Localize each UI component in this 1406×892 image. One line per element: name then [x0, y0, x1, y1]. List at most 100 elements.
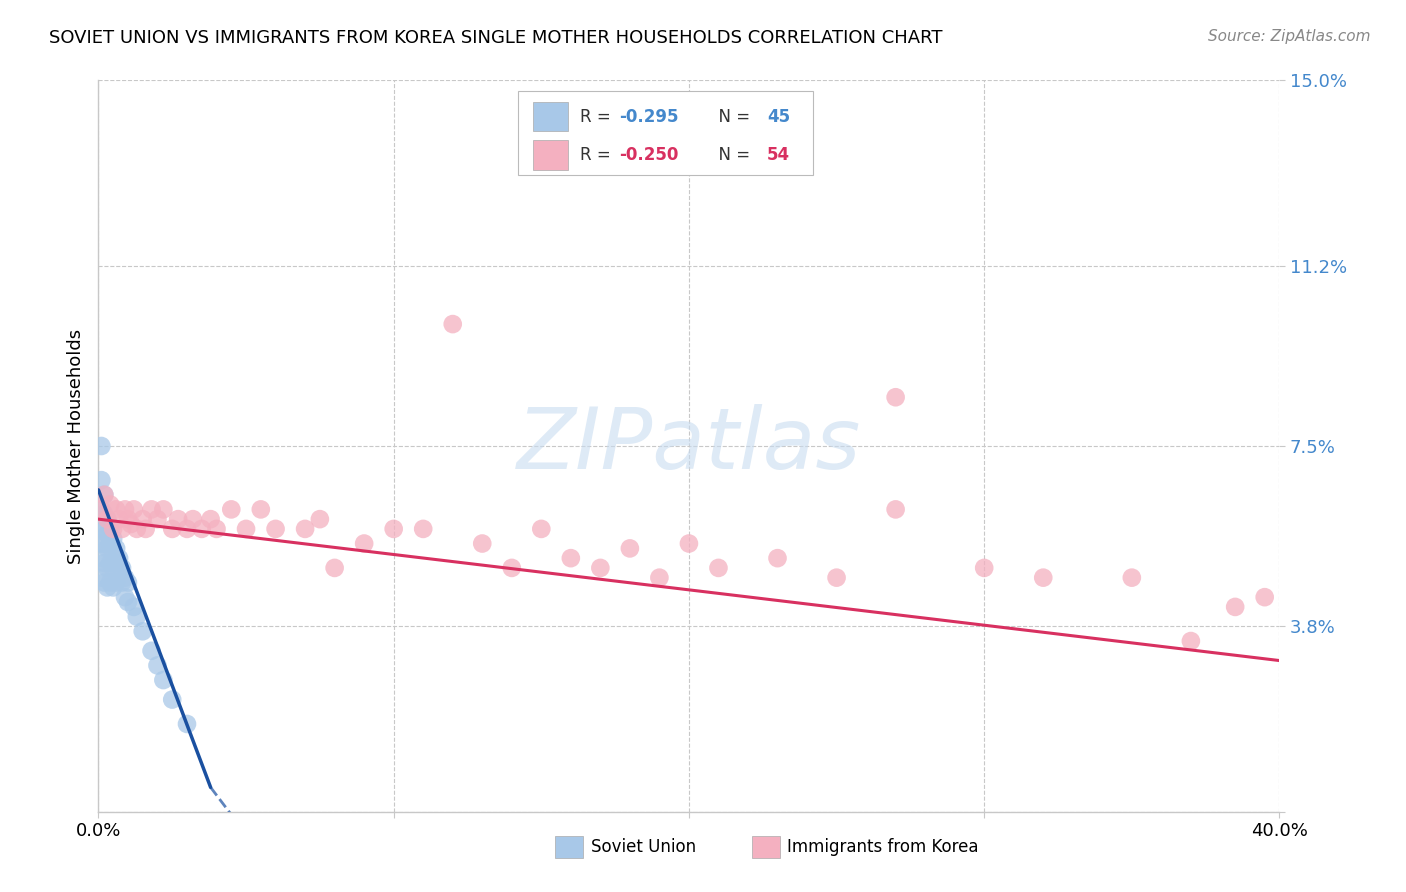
Point [90, 502, 112, 516]
Point [90, 502, 112, 516]
Text: 54: 54 [766, 146, 790, 164]
Point [309, 512, 332, 526]
Point [1225, 599, 1247, 614]
Point [200, 512, 222, 526]
Point [560, 551, 582, 566]
Point [162, 692, 183, 706]
Point [93, 522, 115, 536]
Point [884, 502, 907, 516]
Point [111, 561, 134, 575]
Bar [533, 140, 568, 169]
Point [108, 512, 131, 526]
Point [96, 512, 118, 526]
Point [98, 556, 121, 570]
Point [766, 551, 789, 566]
Point [114, 590, 136, 604]
Point [96, 581, 118, 595]
Point [141, 644, 163, 658]
Point [619, 541, 641, 556]
Point [93, 556, 115, 570]
Text: 45: 45 [766, 108, 790, 126]
Point [152, 673, 174, 687]
Bar [533, 103, 568, 131]
Point [191, 522, 214, 536]
Point [176, 717, 198, 731]
Point [825, 571, 848, 585]
Point [90, 536, 112, 550]
Point [117, 595, 139, 609]
Point [141, 502, 163, 516]
Point [117, 512, 139, 526]
Point [93, 575, 115, 590]
Point [108, 551, 131, 566]
Point [122, 502, 145, 516]
Point [117, 575, 139, 590]
Point [973, 561, 995, 575]
Point [93, 488, 115, 502]
Point [96, 512, 118, 526]
Text: Immigrants from Korea: Immigrants from Korea [787, 838, 979, 856]
Point [648, 571, 671, 585]
Y-axis label: Single Mother Households: Single Mother Households [66, 328, 84, 564]
Text: Soviet Union: Soviet Union [591, 838, 696, 856]
Text: R =: R = [581, 108, 616, 126]
Point [103, 581, 125, 595]
Point [1121, 571, 1143, 585]
Point [105, 556, 128, 570]
Point [167, 512, 190, 526]
Point [264, 522, 287, 536]
Point [103, 561, 125, 575]
Point [108, 566, 131, 580]
Point [235, 522, 257, 536]
Point [205, 522, 228, 536]
Text: R =: R = [581, 146, 616, 164]
Point [250, 502, 273, 516]
Point [125, 609, 148, 624]
Point [1180, 634, 1202, 648]
Point [90, 473, 112, 487]
Point [1032, 571, 1054, 585]
Point [353, 536, 375, 550]
Point [114, 571, 136, 585]
Point [471, 536, 494, 550]
Point [111, 522, 134, 536]
Point [98, 498, 121, 512]
Point [294, 522, 316, 536]
FancyBboxPatch shape [517, 91, 813, 176]
Point [589, 561, 612, 575]
Point [90, 551, 112, 566]
Point [122, 599, 145, 614]
Point [146, 658, 169, 673]
Text: -0.295: -0.295 [619, 108, 679, 126]
Point [152, 502, 174, 516]
Point [103, 522, 125, 536]
Point [98, 522, 121, 536]
Point [105, 541, 128, 556]
Point [93, 536, 115, 550]
Point [96, 561, 118, 575]
Text: ZIPatlas: ZIPatlas [517, 404, 860, 488]
Point [1254, 590, 1277, 604]
Point [132, 624, 155, 639]
Point [678, 536, 700, 550]
Point [103, 546, 125, 560]
Point [105, 502, 128, 516]
Point [412, 522, 434, 536]
Text: N =: N = [707, 108, 755, 126]
Text: SOVIET UNION VS IMMIGRANTS FROM KOREA SINGLE MOTHER HOUSEHOLDS CORRELATION CHART: SOVIET UNION VS IMMIGRANTS FROM KOREA SI… [49, 29, 942, 46]
Point [105, 575, 128, 590]
Point [125, 522, 148, 536]
Point [176, 522, 198, 536]
Point [120, 516, 142, 531]
Point [530, 522, 553, 536]
Point [501, 561, 523, 575]
Point [181, 512, 204, 526]
Point [90, 439, 112, 453]
Point [884, 390, 907, 404]
Point [382, 522, 405, 536]
Point [96, 541, 118, 556]
Point [111, 575, 134, 590]
Point [221, 502, 243, 516]
Point [93, 488, 115, 502]
Point [90, 522, 112, 536]
